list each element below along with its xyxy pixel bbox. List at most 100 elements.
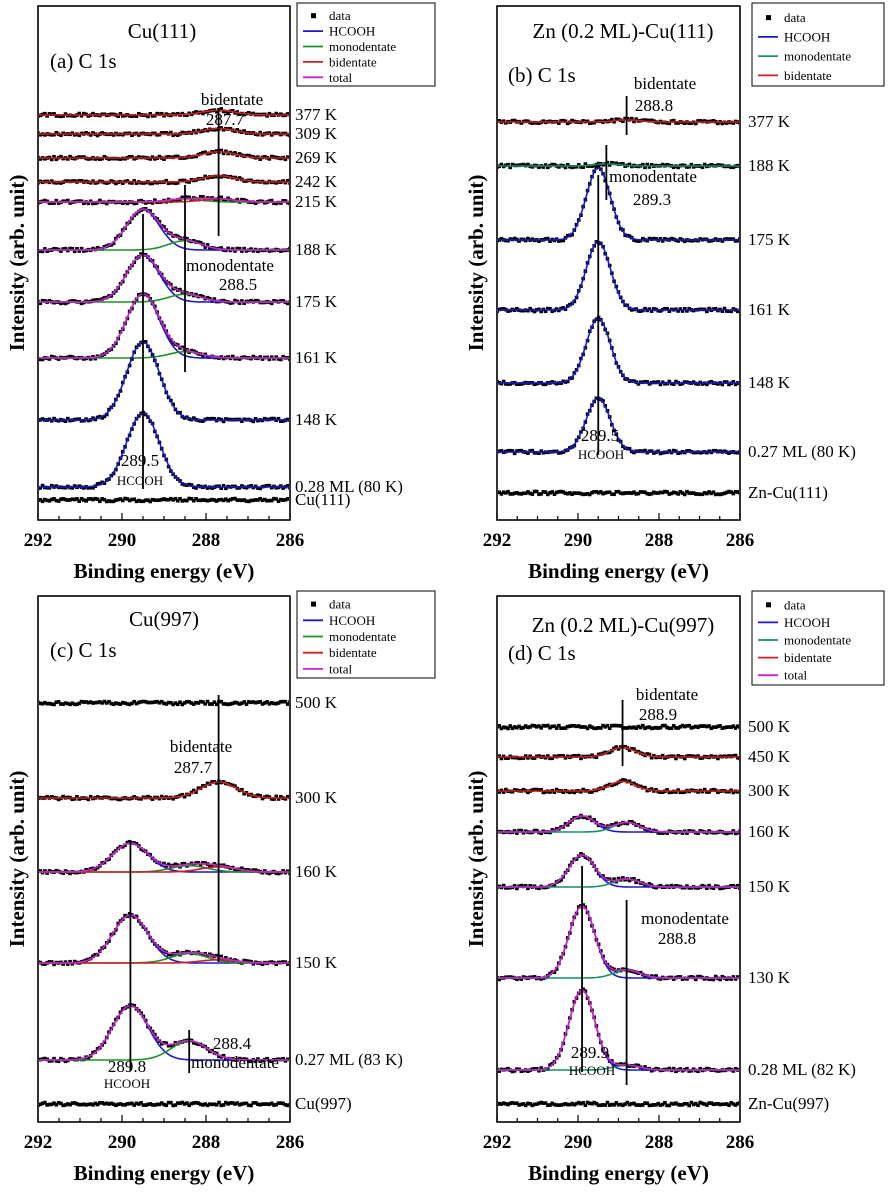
data-point <box>656 831 661 835</box>
data-point <box>63 1059 68 1064</box>
data-point <box>173 198 178 203</box>
x-tick-label: 292 <box>24 530 53 551</box>
data-point <box>537 121 541 125</box>
spectrum-label: 377 K <box>295 105 338 124</box>
data-point <box>627 1102 632 1107</box>
data-point <box>735 490 739 494</box>
data-point <box>574 491 579 496</box>
data-point <box>260 702 265 706</box>
data-point <box>86 1102 91 1107</box>
data-point <box>230 109 235 113</box>
peak-energy-label: 288.8 <box>635 96 673 115</box>
HCOOH-fit-line <box>498 240 739 311</box>
data-point <box>75 794 79 799</box>
data-point <box>191 862 196 867</box>
data-point <box>643 306 647 311</box>
spectra <box>39 699 289 1108</box>
data-point <box>63 701 68 705</box>
data-point <box>601 162 605 167</box>
legend-item-total: total <box>303 661 352 676</box>
data-point <box>548 1063 552 1067</box>
data-point <box>52 702 56 707</box>
data-point <box>43 1100 47 1105</box>
data-point <box>572 443 577 448</box>
data-point <box>45 871 49 875</box>
y-axis-title: Intensity (arb. unit) <box>464 771 488 948</box>
data-point <box>632 747 636 751</box>
data-point <box>614 745 619 749</box>
data-point <box>187 482 191 487</box>
data-point <box>143 1103 148 1107</box>
data-point <box>674 121 678 125</box>
data-point <box>79 419 84 423</box>
data-point <box>616 747 621 751</box>
y-axis-title: Intensity (arb. unit) <box>5 771 29 948</box>
data-point <box>727 1103 731 1108</box>
data-point <box>519 883 524 888</box>
data-point <box>125 840 130 845</box>
data-point <box>638 449 643 453</box>
data-point <box>130 133 134 138</box>
data-point <box>594 490 599 494</box>
data-point <box>716 163 720 167</box>
data-point <box>214 149 219 153</box>
data-point <box>141 1103 146 1107</box>
data-point <box>47 298 52 303</box>
data-point <box>125 1102 130 1106</box>
data-point <box>667 449 672 453</box>
data-point <box>233 1102 237 1106</box>
data-point <box>281 419 285 423</box>
data-point <box>517 724 521 729</box>
data-point <box>210 416 214 421</box>
data-point <box>157 1102 162 1107</box>
data-point <box>208 498 212 503</box>
data-point <box>173 1103 178 1107</box>
data-point <box>56 797 61 802</box>
data-point <box>40 249 45 254</box>
data-point <box>279 700 283 704</box>
data-point <box>157 154 162 159</box>
data-point <box>39 497 43 502</box>
data-point <box>647 1103 652 1108</box>
data-point <box>550 309 555 314</box>
data-point <box>49 201 54 206</box>
legend-item-HCOOH: HCOOH <box>303 24 375 39</box>
data-point <box>671 490 676 495</box>
data-point <box>120 845 125 849</box>
data-point <box>570 723 574 728</box>
data-point <box>61 794 65 799</box>
data-point <box>541 119 546 123</box>
data-point <box>572 165 577 169</box>
data-point <box>501 119 506 123</box>
data-point <box>77 179 82 183</box>
data-point <box>530 237 535 241</box>
data-point <box>557 165 561 169</box>
data-point <box>585 726 590 731</box>
data-point <box>550 724 555 729</box>
data-point <box>534 828 539 833</box>
data-point <box>508 492 513 496</box>
data-point <box>77 701 82 706</box>
data-point <box>70 355 75 359</box>
data-point <box>731 724 736 728</box>
data-point <box>671 118 676 123</box>
data-point <box>178 1101 182 1106</box>
data-point <box>512 884 517 888</box>
data-point <box>618 1062 623 1066</box>
data-point <box>68 354 72 359</box>
data-point <box>285 962 289 966</box>
data-point <box>515 306 519 311</box>
data-point <box>187 700 191 704</box>
data-point <box>541 165 546 169</box>
data-point <box>95 245 100 250</box>
spectra <box>498 116 739 497</box>
data-point <box>599 726 603 730</box>
data-point <box>667 1066 672 1071</box>
data-point <box>191 485 196 490</box>
data-point <box>629 1101 634 1106</box>
data-point <box>627 878 632 883</box>
data-point <box>230 701 235 706</box>
data-point <box>258 700 263 704</box>
